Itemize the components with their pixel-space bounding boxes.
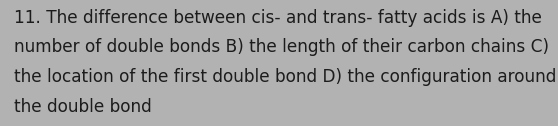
Text: the double bond: the double bond bbox=[14, 98, 152, 116]
Text: number of double bonds B) the length of their carbon chains C): number of double bonds B) the length of … bbox=[14, 38, 549, 56]
Text: the location of the first double bond D) the configuration around: the location of the first double bond D)… bbox=[14, 68, 556, 86]
Text: 11. The difference between cis- and trans- fatty acids is A) the: 11. The difference between cis- and tran… bbox=[14, 9, 542, 27]
